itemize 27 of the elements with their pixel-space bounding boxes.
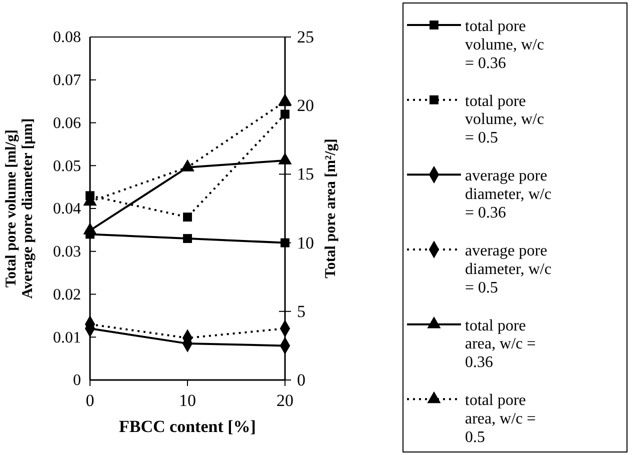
x-tick-label: 20 — [276, 391, 294, 410]
y2-axis-title: Total pore area [m²/g] — [323, 138, 339, 278]
x-tick-label: 0 — [86, 391, 94, 410]
y-tick-label: 0.04 — [53, 200, 81, 218]
y-tick-label: 0.05 — [53, 158, 81, 175]
y-tick-label: 0.07 — [53, 72, 81, 89]
y-tick-label: 0.01 — [53, 329, 81, 346]
y-tick-label: 0.06 — [53, 114, 81, 132]
x-axis-title: FBCC content [%] — [119, 417, 256, 436]
legend-label: total pore volume, w/c = 0.36 — [465, 18, 544, 72]
legend-label: average pore diameter, w/c = 0.36 — [465, 168, 552, 222]
y-tick-label: 0.08 — [53, 29, 81, 46]
y-axis-title: Total pore volume [ml/g] Average pore diameter [μm] — [4, 118, 36, 299]
legend-label: total pore volume, w/c = 0.5 — [465, 92, 544, 147]
y2-tick-label: 0 — [297, 370, 306, 390]
y2-tick-label: 5 — [297, 302, 306, 321]
y-tick-label: 0.03 — [53, 243, 81, 260]
y2-tick-label: 25 — [297, 27, 314, 46]
y-tick-label: 0 — [73, 372, 81, 390]
legend-label: average pore diameter, w/c = 0.5 — [465, 242, 552, 296]
y-tick-label: 0.02 — [53, 286, 81, 304]
legend-label: total pore area, w/c = 0.36 — [465, 317, 536, 372]
y2-tick-label: 10 — [297, 233, 314, 252]
y2-tick-label: 20 — [297, 96, 314, 116]
legend-label: total pore area, w/c = 0.5 — [465, 392, 536, 446]
x-tick-label: 10 — [179, 391, 196, 410]
y2-tick-label: 15 — [297, 164, 314, 184]
